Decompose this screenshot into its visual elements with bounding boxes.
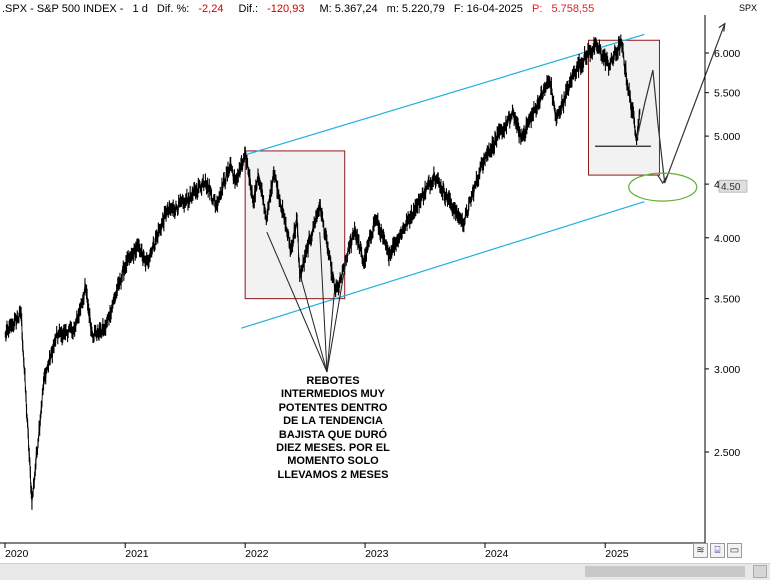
y-tick-label: 3.500 [714, 294, 740, 306]
annotation-text: REBOTES INTERMEDIOS MUY POTENTES DENTRO … [276, 375, 390, 481]
annotation-pointer [326, 290, 336, 373]
x-tick-label: 2020 [5, 548, 29, 560]
scrollbar-grip[interactable] [753, 565, 767, 578]
x-tick-label: 2025 [605, 548, 629, 560]
diff-value: -120,93 [267, 3, 305, 15]
target-ellipse [628, 172, 698, 202]
max-value: M: 5.367,24 [319, 3, 378, 15]
chart-header: .SPX - S&P 500 INDEX - 1 d Dif. %: -2,24… [2, 2, 606, 16]
y-tick-label: 4.000 [714, 233, 740, 245]
x-tick-label: 2024 [485, 548, 509, 560]
timeframe-label[interactable]: 1 d [132, 3, 148, 15]
x-tick-label: 2023 [365, 548, 389, 560]
corner-label: SPX [739, 3, 758, 13]
y-tick-label: 6.000 [714, 48, 740, 60]
y-tick-label: 5.500 [714, 88, 740, 100]
min-value: m: 5.220,79 [386, 3, 445, 15]
pct-change-value: -2,24 [198, 3, 224, 15]
horizontal-scrollbar[interactable] [0, 563, 770, 580]
price-series-line [4, 38, 641, 503]
pct-change-label: Dif. %: [156, 3, 190, 15]
current-price-marker-label: 4.50 [721, 182, 741, 193]
price-label: P: [531, 3, 543, 15]
y-tick-label: 5.000 [714, 131, 740, 143]
horizontal-scale-icon[interactable]: ▭ [727, 543, 742, 558]
target-arrow-head [657, 174, 669, 185]
symbol-label: .SPX - S&P 500 INDEX - [2, 3, 124, 15]
y-tick-label: 2.500 [714, 447, 740, 459]
date-value: F: 16-04-2025 [453, 3, 523, 15]
channel-upper-line [245, 33, 645, 156]
x-tick-label: 2021 [125, 548, 149, 560]
x-tick-label: 2022 [245, 548, 269, 560]
current-price-marker [718, 179, 748, 193]
diff-label: Dif.: [238, 3, 259, 15]
channel-lower-line [241, 201, 645, 329]
lock-icon[interactable]: ⌸ [710, 543, 725, 558]
price-value: 5.758,55 [551, 3, 595, 15]
annotation-pointer [319, 232, 328, 373]
projection-path [636, 23, 726, 184]
annotation-pointer [266, 231, 328, 373]
grid-toggle-icon[interactable]: ≋ [693, 543, 708, 558]
projection-arrow-head [718, 22, 726, 32]
scrollbar-thumb[interactable] [585, 566, 745, 577]
annotation-pointer [299, 273, 328, 373]
annotation-pointer [326, 239, 351, 373]
y-tick-label: 3.000 [714, 364, 740, 376]
